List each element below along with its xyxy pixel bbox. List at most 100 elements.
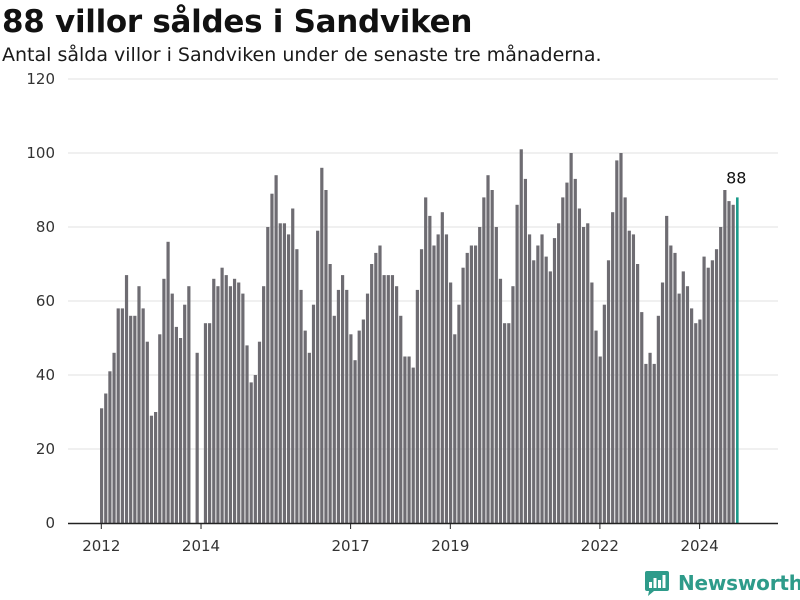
bar xyxy=(478,227,482,523)
bar xyxy=(615,160,619,523)
x-tick-label: 2014 xyxy=(182,537,220,555)
bar xyxy=(270,193,274,523)
bar xyxy=(104,393,108,523)
chart-title: 88 villor såldes i Sandviken xyxy=(2,4,473,40)
bar xyxy=(370,264,374,523)
bar xyxy=(133,315,137,523)
bar xyxy=(606,260,611,523)
bar xyxy=(158,334,162,523)
bar xyxy=(100,408,104,523)
y-axis-ticks: 0 20 40 60 80 100 120 xyxy=(26,70,55,532)
bar xyxy=(469,245,473,523)
bar xyxy=(228,286,233,523)
bar xyxy=(137,286,141,523)
bar xyxy=(299,289,303,523)
bar xyxy=(124,275,129,523)
bar xyxy=(552,238,557,523)
latest-value-label: 88 xyxy=(726,168,746,187)
bar xyxy=(286,234,291,523)
bar xyxy=(145,341,149,523)
bar xyxy=(573,178,577,523)
y-tick-label: 60 xyxy=(36,292,55,310)
y-tick-label: 20 xyxy=(36,440,55,458)
bar xyxy=(681,271,685,523)
bar xyxy=(461,267,465,523)
bar xyxy=(486,175,490,523)
bar xyxy=(328,264,332,523)
bar xyxy=(212,278,216,523)
bar xyxy=(399,315,403,523)
bar xyxy=(444,234,449,523)
bar xyxy=(216,286,220,523)
bar xyxy=(162,278,166,523)
bar xyxy=(648,352,652,523)
bar xyxy=(241,293,245,523)
bar xyxy=(731,204,735,524)
bar xyxy=(378,245,382,523)
bar xyxy=(129,315,133,523)
bar xyxy=(274,175,278,523)
bar xyxy=(698,319,702,523)
y-tick-label: 100 xyxy=(26,144,55,162)
bar xyxy=(594,330,598,523)
bar xyxy=(665,215,669,523)
bar xyxy=(494,227,498,523)
bar xyxy=(602,304,606,523)
bar xyxy=(382,275,386,523)
bar xyxy=(449,282,453,523)
bar xyxy=(511,286,515,523)
bar xyxy=(195,352,199,523)
bar xyxy=(357,330,361,523)
bar xyxy=(540,234,544,523)
bar xyxy=(631,234,636,523)
bar xyxy=(432,245,436,523)
bar xyxy=(453,334,457,523)
bar xyxy=(324,190,328,523)
bar xyxy=(170,293,174,523)
bar xyxy=(527,234,532,523)
bar xyxy=(669,245,673,523)
bar xyxy=(710,260,714,523)
bar xyxy=(349,334,353,523)
x-tick-label: 2022 xyxy=(581,537,619,555)
bar xyxy=(644,363,648,523)
bar xyxy=(395,286,399,523)
bar xyxy=(690,308,694,523)
bar xyxy=(536,245,540,523)
bar xyxy=(174,326,178,523)
bar xyxy=(361,319,365,523)
brand-name: Newsworthy xyxy=(678,571,800,595)
bar xyxy=(220,267,224,523)
x-axis-ticks: 2012 2014 2017 2019 2022 2024 xyxy=(82,523,719,555)
bar xyxy=(407,356,411,523)
bar xyxy=(411,367,415,523)
bar xyxy=(340,275,345,523)
bar xyxy=(187,286,191,523)
bar xyxy=(257,341,262,523)
x-tick-label: 2019 xyxy=(431,537,469,555)
bar xyxy=(503,323,507,523)
highlighted-bar xyxy=(736,197,739,523)
bar xyxy=(141,308,145,523)
bar xyxy=(278,223,282,524)
bar xyxy=(627,230,631,523)
bar xyxy=(561,197,565,523)
bar xyxy=(440,212,444,523)
bar xyxy=(436,234,440,523)
bar xyxy=(415,289,419,523)
bar xyxy=(166,241,170,524)
bar xyxy=(237,282,241,523)
bar xyxy=(532,260,536,523)
bar xyxy=(282,223,287,524)
bar xyxy=(311,304,316,523)
bar xyxy=(390,275,395,523)
bar xyxy=(316,230,320,523)
bar xyxy=(424,197,428,523)
bars xyxy=(100,149,739,524)
bar xyxy=(307,352,311,523)
bar xyxy=(694,323,698,523)
bar xyxy=(457,304,461,523)
x-tick-label: 2017 xyxy=(332,537,370,555)
bar xyxy=(178,338,183,523)
bar xyxy=(208,323,212,523)
